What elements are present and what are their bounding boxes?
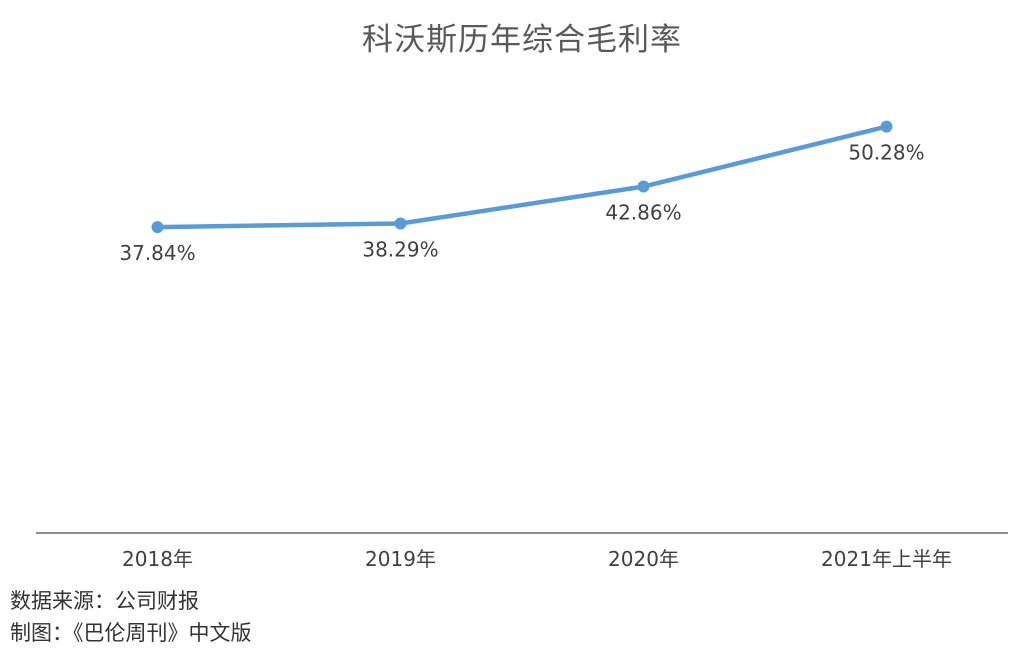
x-tick-label-2: 2020年 (608, 547, 679, 571)
x-tick-label-3: 2021年上半年 (821, 547, 952, 571)
data-label-1: 38.29% (362, 237, 438, 261)
data-label-0: 37.84% (119, 241, 195, 265)
chart-credit-note: 制图：《巴伦周刊》中文版 (10, 621, 252, 645)
data-point-1 (394, 217, 407, 230)
data-point-3 (880, 120, 893, 133)
x-tick-label-0: 2018年 (122, 547, 193, 571)
x-tick-labels: 2018年 2019年 2020年 2021年上半年 (122, 547, 952, 571)
chart-title: 科沃斯历年综合毛利率 (362, 22, 682, 58)
data-source-note: 数据来源：公司财报 (10, 589, 199, 613)
data-labels: 37.84% 38.29% 42.86% 50.28% (119, 141, 924, 266)
series-line (155, 124, 889, 230)
data-label-3: 50.28% (848, 141, 924, 165)
data-label-2: 42.86% (605, 201, 681, 225)
data-points (151, 120, 893, 234)
data-point-2 (637, 180, 650, 193)
x-tick-label-1: 2019年 (365, 547, 436, 571)
data-point-0 (151, 221, 164, 234)
